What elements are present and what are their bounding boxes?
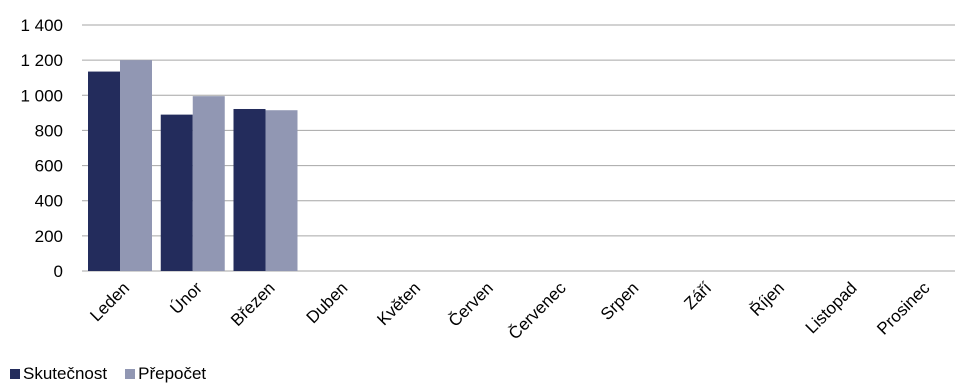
y-tick-label: 0 bbox=[54, 262, 63, 281]
bar bbox=[120, 60, 152, 272]
x-axis: Leden Únor Březen Duben Květen Červen Červenec… bbox=[86, 278, 933, 343]
bar bbox=[160, 114, 193, 271]
x-tick-label: Srpen bbox=[597, 278, 643, 324]
legend-item-skutecnost: Skutečnost bbox=[10, 364, 107, 384]
x-tick-label: Září bbox=[680, 278, 715, 313]
x-tick-label: Leden bbox=[86, 278, 133, 325]
x-tick-label: Říjen bbox=[746, 278, 787, 319]
y-tick-label: 400 bbox=[35, 192, 63, 211]
legend-label-skutecnost: Skutečnost bbox=[23, 364, 108, 383]
bar bbox=[265, 110, 298, 271]
bars bbox=[88, 60, 298, 272]
legend: Skutečnost Přepočet bbox=[10, 364, 224, 384]
x-tick-label: Červenec bbox=[505, 278, 570, 343]
legend-swatch-prepocet bbox=[125, 369, 136, 379]
y-axis: 0 200 400 600 800 1 000 1 200 1 400 bbox=[20, 16, 63, 281]
bar bbox=[88, 71, 120, 271]
y-tick-label: 600 bbox=[35, 157, 63, 176]
y-tick-label: 1 400 bbox=[20, 16, 63, 35]
y-tick-label: 800 bbox=[35, 121, 63, 140]
x-tick-label: Listopad bbox=[802, 278, 861, 337]
legend-item-prepocet: Přepočet bbox=[125, 364, 206, 384]
bar bbox=[233, 108, 266, 272]
x-tick-label: Únor bbox=[166, 278, 206, 318]
x-tick-label: Prosinec bbox=[873, 278, 934, 339]
y-tick-label: 200 bbox=[35, 227, 63, 246]
x-tick-label: Březen bbox=[227, 278, 279, 330]
legend-label-prepocet: Přepočet bbox=[138, 364, 207, 383]
y-tick-label: 1 000 bbox=[20, 86, 63, 105]
legend-swatch-skutecnost bbox=[10, 369, 20, 379]
gridlines bbox=[82, 24, 955, 272]
x-tick-label: Duben bbox=[303, 278, 352, 327]
y-tick-label: 1 200 bbox=[20, 51, 63, 70]
bar bbox=[192, 96, 225, 272]
x-tick-label: Červen bbox=[445, 278, 497, 330]
x-tick-label: Květen bbox=[373, 278, 424, 329]
